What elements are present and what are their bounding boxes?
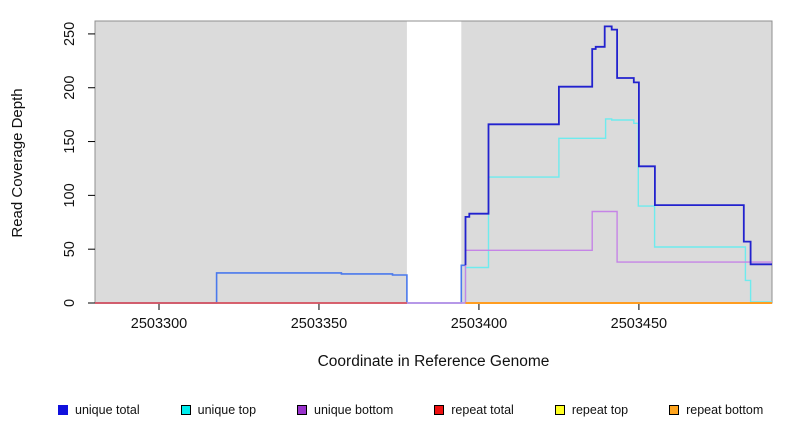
legend-swatch [297, 405, 308, 415]
legend-label: unique top [197, 403, 257, 417]
x-tick-label: 2503350 [291, 316, 347, 332]
legend-label: repeat total [451, 403, 514, 417]
y-tick-label: 50 [62, 241, 78, 257]
legend-label: unique total [75, 403, 140, 417]
shaded-region [95, 21, 407, 303]
x-axis-title: Coordinate in Reference Genome [317, 353, 550, 370]
legend-item-unique-top: unique top [180, 403, 257, 417]
legend-item-repeat-top: repeat top [554, 403, 629, 417]
legend-item-unique-total: unique total [58, 403, 140, 417]
series-unique-top [95, 118, 772, 304]
legend-item-repeat-bottom: repeat bottom [669, 403, 763, 417]
y-tick-label: 100 [62, 183, 78, 207]
series-unique-total-right [464, 25, 772, 266]
x-tick-label: 2503300 [131, 316, 187, 332]
legend-label: repeat bottom [686, 403, 764, 417]
legend: unique total unique top unique bottom repea… [0, 398, 792, 422]
series-unique-bottom [95, 210, 772, 304]
y-tick-label: 0 [62, 299, 78, 307]
x-tick-label: 2503400 [451, 316, 507, 332]
legend-item-repeat-total: repeat total [434, 403, 514, 417]
legend-label: unique bottom [314, 403, 394, 417]
legend-swatch [180, 405, 191, 415]
y-tick-label: 150 [62, 129, 78, 153]
legend-item-unique-bottom: unique bottom [297, 403, 393, 417]
x-tick-label: 2503450 [611, 316, 667, 332]
y-tick-label: 250 [62, 22, 78, 46]
coverage-chart: 2503300 2503350 2503400 2503450 0 50 100 150 200… [62, 20, 773, 332]
legend-swatch [554, 405, 565, 415]
legend-swatch [434, 405, 445, 415]
legend-swatch [58, 405, 68, 415]
legend-label: repeat top [571, 403, 629, 417]
y-axis-title: Read Coverage Depth [9, 88, 26, 238]
series-unique-total-left [95, 264, 466, 304]
y-tick-label: 200 [62, 76, 78, 100]
legend-swatch [669, 405, 680, 415]
